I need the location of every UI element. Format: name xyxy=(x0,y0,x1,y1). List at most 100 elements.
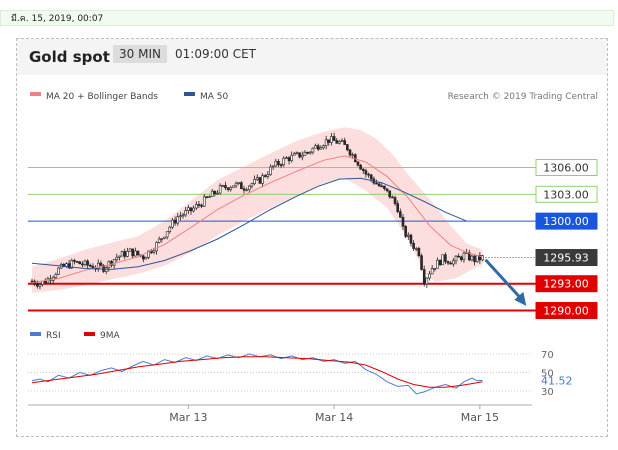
candle-body xyxy=(253,178,256,184)
level-label-pivot: 1300.00 xyxy=(543,215,589,228)
candle-body xyxy=(73,260,76,262)
candle-body xyxy=(399,211,402,218)
level-label-resistance: 1306.00 xyxy=(543,162,589,175)
candle-body xyxy=(282,157,286,166)
candle-body xyxy=(269,166,272,176)
candle-body xyxy=(346,144,349,151)
candle-body xyxy=(173,219,177,224)
candle-body xyxy=(356,161,360,166)
candle-body xyxy=(54,274,58,278)
candle-body xyxy=(210,190,214,197)
candle-body xyxy=(189,207,193,212)
candle-body xyxy=(263,175,267,177)
candle-body xyxy=(481,255,484,261)
candle-body xyxy=(478,255,482,261)
level-label-last-price: 1295.93 xyxy=(543,252,589,265)
candle-body xyxy=(229,187,233,190)
rsi-tick-label: 30 xyxy=(541,387,554,398)
legend: MA 20 + Bollinger Bands MA 50 Research ©… xyxy=(30,92,598,102)
candle-body xyxy=(327,139,331,143)
candle-body xyxy=(377,183,381,187)
candle-body xyxy=(195,204,198,209)
candle-body xyxy=(57,267,60,275)
candle-body xyxy=(470,255,474,261)
candle-body xyxy=(81,263,84,266)
candle-body xyxy=(120,251,124,257)
candle-body xyxy=(391,196,394,199)
candle-body xyxy=(406,234,410,237)
candle-body xyxy=(213,190,217,195)
candle-body xyxy=(441,254,445,266)
candle-body xyxy=(308,151,312,154)
candle-body xyxy=(412,242,415,249)
candle-body xyxy=(295,152,299,155)
rsi-line xyxy=(31,353,483,395)
ma20-line xyxy=(31,155,483,284)
candle-body xyxy=(359,164,362,170)
level-tag-pivot xyxy=(535,212,598,230)
candle-body xyxy=(457,255,460,258)
candle-body xyxy=(157,238,161,243)
candle-body xyxy=(380,185,384,188)
candle-body xyxy=(316,145,320,150)
candle-body xyxy=(473,255,476,262)
level-tag-support xyxy=(535,302,598,320)
level-label-support: 1293.00 xyxy=(543,278,589,291)
candle-body xyxy=(438,259,442,266)
candle-body xyxy=(131,248,134,257)
x-tick-label: Mar 14 xyxy=(315,411,353,424)
candle-body xyxy=(258,177,262,184)
candle-body xyxy=(454,255,458,262)
candle-body xyxy=(383,185,386,190)
candle-body xyxy=(176,216,180,224)
rsi-current-value: 41.52 xyxy=(541,374,573,387)
x-tick-label: Mar 15 xyxy=(461,411,499,424)
candle-body xyxy=(96,262,100,269)
candle-body xyxy=(30,280,34,283)
candle-body xyxy=(35,283,39,287)
candle-body xyxy=(385,188,389,192)
candle-body xyxy=(75,261,79,263)
timeframe-badge[interactable]: 30 MIN xyxy=(113,45,167,63)
candle-body xyxy=(330,136,333,143)
candle-body xyxy=(271,165,275,168)
candle-body xyxy=(364,170,368,175)
rsi-legend-swatch xyxy=(30,332,41,336)
candle-body xyxy=(274,160,278,167)
candle-body xyxy=(436,259,439,269)
price-pane: 1306.00 1303.00 1300.00 1295.93 1293.00 1290.… xyxy=(28,127,598,320)
candle-body xyxy=(123,251,127,257)
candle-body xyxy=(237,182,240,184)
candle-body xyxy=(118,255,121,258)
ma20-legend-swatch xyxy=(30,92,41,96)
candle-body xyxy=(266,174,270,177)
candle-body xyxy=(300,155,304,158)
candle-body xyxy=(303,151,307,156)
level-label-support: 1290.00 xyxy=(543,305,589,318)
candle-body xyxy=(311,147,315,153)
candle-body xyxy=(340,140,344,142)
chart-header: Gold spot 30 MIN 01:09:00 CET xyxy=(17,39,607,75)
candle-body xyxy=(245,189,248,192)
candle-body xyxy=(369,174,373,180)
candle-body xyxy=(218,185,222,194)
candle-body xyxy=(396,203,400,212)
candle-body xyxy=(155,242,158,252)
candle-body xyxy=(367,173,370,176)
candle-body xyxy=(221,185,225,187)
level-tag-resistance xyxy=(535,159,598,176)
candle-body xyxy=(165,231,169,238)
candle-body xyxy=(147,250,150,258)
x-tick-label: Mar 13 xyxy=(169,411,207,424)
candle-body xyxy=(322,145,325,149)
candle-body xyxy=(324,139,328,147)
rsi-tick-label: 70 xyxy=(541,350,554,361)
candle-body xyxy=(388,190,392,198)
candle-body xyxy=(128,248,132,252)
candle-body xyxy=(200,204,203,207)
ma50-legend-label: MA 50 xyxy=(200,92,229,102)
candle-body xyxy=(306,151,309,154)
candle-body xyxy=(338,141,341,144)
candle-body xyxy=(208,196,211,198)
candle-body xyxy=(462,252,466,260)
